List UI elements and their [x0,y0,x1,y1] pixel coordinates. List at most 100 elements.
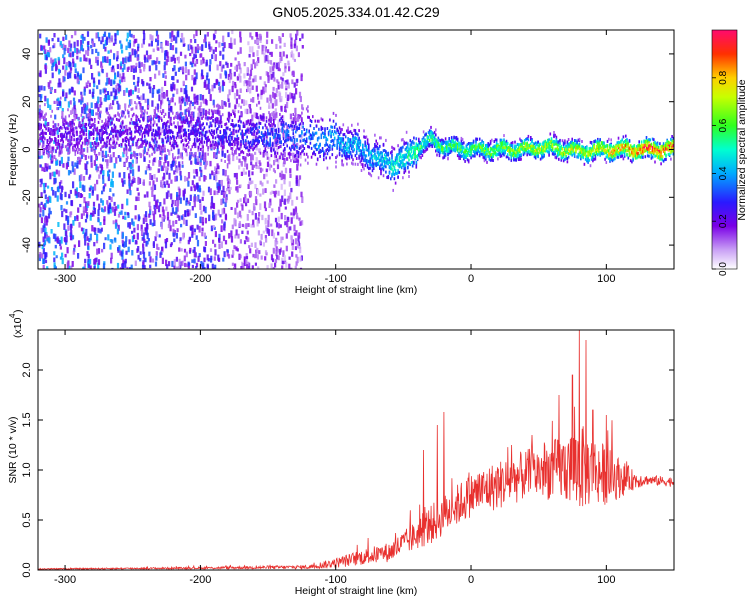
heatmap-cell [256,122,258,126]
heatmap-cell [249,87,252,94]
heatmap-cell [137,43,140,49]
heatmap-cell [84,234,87,241]
heatmap-cell [369,163,371,167]
heatmap-cell [142,217,145,224]
heatmap-cell [96,85,99,90]
heatmap-cell [142,247,145,255]
heatmap-cell [253,124,256,128]
heatmap-cell [153,60,156,65]
heatmap-cell [160,100,163,106]
heatmap-cell [75,126,78,130]
heatmap-cell [285,82,288,89]
heatmap-cell [220,179,223,187]
heatmap-cell [42,236,45,243]
heatmap-cell [222,144,225,149]
heatmap-cell [59,96,62,100]
heatmap-cell [38,108,41,115]
heatmap-cell [185,144,187,148]
heatmap-cell [346,154,348,158]
heatmap-cell [381,153,383,157]
heatmap-cell [130,135,133,139]
heatmap-cell [262,126,264,130]
heatmap-cell [122,151,125,158]
heatmap-cell [269,66,272,73]
heatmap-cell [117,118,119,122]
heatmap-cell [292,153,295,161]
heatmap-cell [55,159,58,164]
heatmap-cell [323,154,325,158]
heatmap-cell [204,113,207,117]
heatmap-cell [164,241,168,249]
heatmap-cell [153,120,156,125]
heatmap-cell [410,161,413,164]
heatmap-cell [136,129,139,133]
heatmap-cell [149,34,152,40]
heatmap-cell [285,138,287,142]
heatmap-cell [42,209,45,217]
heatmap-cell [184,133,186,137]
heatmap-cell [62,118,64,122]
heatmap-cell [95,48,98,53]
heatmap-cell [449,142,452,146]
heatmap-cell [415,145,418,149]
heatmap-cell [177,134,181,139]
heatmap-cell [203,232,206,238]
heatmap-cell [143,33,146,40]
heatmap-cell [102,131,105,135]
heatmap-cell [223,132,225,136]
heatmap-cell [391,162,393,166]
heatmap-cell [213,152,216,159]
heatmap-cell [56,238,59,243]
heatmap-cell [277,61,280,68]
heatmap-cell [66,132,68,136]
heatmap-cell [164,53,167,61]
heatmap-cell [209,188,212,196]
heatmap-cell [316,157,319,161]
heatmap-cell [135,141,138,147]
heatmap-cell [402,158,404,162]
heatmap-cell [208,88,211,94]
heatmap-cell [72,97,76,102]
heatmap-cell [375,158,377,162]
heatmap-cell [149,256,152,263]
heatmap-cell [301,220,304,226]
heatmap-cell [115,141,118,145]
heatmap-cell [47,155,50,159]
heatmap-cell [312,152,314,156]
heatmap-cell [316,119,319,123]
heatmap-cell [175,175,178,182]
heatmap-cell [326,138,329,142]
heatmap-cell [152,48,155,53]
heatmap-cell [377,157,380,161]
heatmap-cell [295,261,298,266]
heatmap-cell [424,138,426,142]
heatmap-cell [80,128,83,132]
heatmap-cell [236,89,239,97]
heatmap-cell [49,128,52,132]
heatmap-cell [210,196,214,204]
heatmap-cell [342,138,345,142]
heatmap-cell [85,122,88,126]
heatmap-cell [112,100,115,106]
heatmap-cell [48,207,51,215]
heatmap-cell [207,146,209,149]
heatmap-cell [191,224,194,230]
heatmap-cell [204,206,207,214]
heatmap-cell [193,247,196,252]
heatmap-cell [170,148,173,152]
heatmap-cell [374,149,376,153]
heatmap-cell [66,262,69,269]
heatmap-cell [126,156,129,160]
heatmap-cell [286,101,289,109]
heatmap-cell [247,148,250,152]
heatmap-cell [226,117,229,121]
heatmap-cell [233,173,236,178]
heatmap-cell [305,137,308,141]
heatmap-cell [337,136,340,140]
heatmap-cell [342,146,345,149]
heatmap-cell [279,51,282,58]
heatmap-cell [230,73,233,80]
heatmap-cell [309,133,312,137]
heatmap-cell [158,88,161,94]
heatmap-cell [219,73,222,79]
